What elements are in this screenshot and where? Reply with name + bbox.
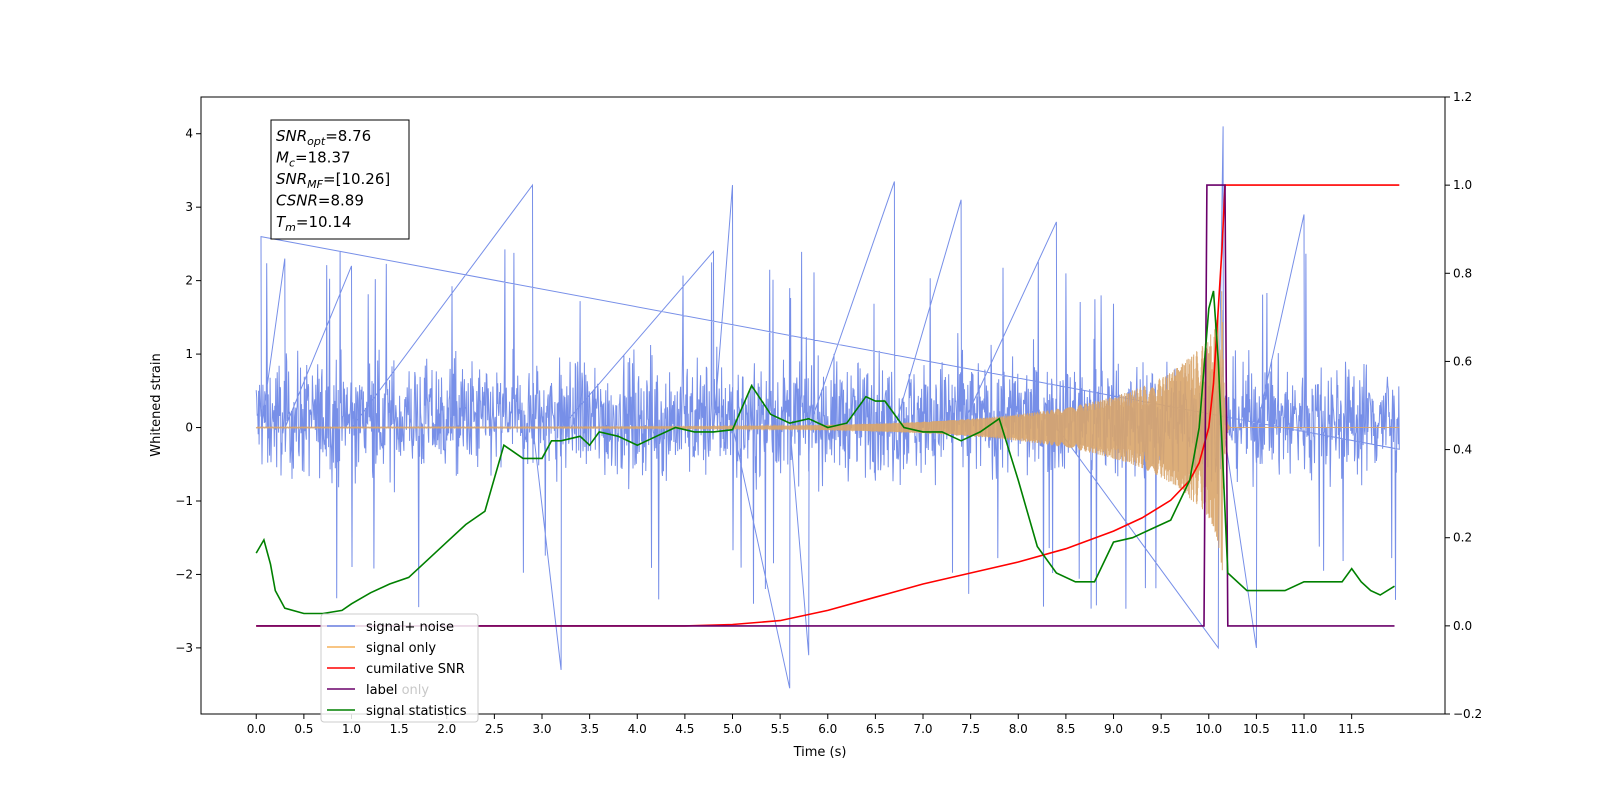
info-line: SNRMF=[10.26] [276, 170, 390, 191]
x-tick-label: 5.0 [723, 722, 742, 736]
info-annotation-box: SNRopt=8.76Mc=18.37SNRMF=[10.26]CSNR=8.8… [270, 119, 410, 240]
x-tick-label: 1.0 [342, 722, 361, 736]
info-line: Tm=10.14 [276, 213, 351, 234]
legend-label: signal+ noise [366, 620, 454, 635]
y-tick-label-right: 0.0 [1453, 619, 1472, 633]
y-tick-label-left: 0 [185, 421, 193, 435]
legend-label: label [366, 683, 397, 698]
y-tick-label-right: 0.4 [1453, 443, 1472, 457]
legend-hidden-entry: label only [366, 683, 429, 698]
y-tick-label-right: 0.2 [1453, 531, 1472, 545]
x-tick-label: 11.5 [1338, 722, 1365, 736]
y-tick-label-left: 2 [185, 274, 193, 288]
legend: label only signal+ noise signal only cumila… [320, 613, 479, 723]
y-tick-label-right: 0.6 [1453, 354, 1472, 368]
legend-frame [320, 613, 479, 723]
x-tick-label: 9.0 [1104, 722, 1123, 736]
x-tick-label: 8.0 [1009, 722, 1028, 736]
x-axis-label: Time (s) [793, 745, 847, 760]
x-tick-label: 5.5 [771, 722, 790, 736]
x-tick-label: 7.0 [913, 722, 932, 736]
y-tick-label-right: −0.2 [1453, 707, 1482, 721]
x-tick-label: 7.5 [961, 722, 980, 736]
y-tick-label-right: 1.0 [1453, 178, 1472, 192]
x-tick-label: 10.0 [1195, 722, 1222, 736]
series-label [256, 184, 1395, 627]
axes: 0.0 0.5 1.0 1.5 2.0 2.5 3.0 3.5 4.0 4.5 5.0 5.5 6.0 6… [175, 90, 1482, 736]
x-tick-label: 0.0 [247, 722, 266, 736]
x-tick-label: 10.5 [1243, 722, 1270, 736]
y-tick-label-left: 3 [185, 200, 193, 214]
info-box-frame [270, 119, 410, 240]
info-line: Mc=18.37 [276, 149, 351, 170]
info-line: SNRopt=8.76 [276, 127, 371, 148]
y-axis-label: Whitened strain [149, 353, 164, 456]
info-line: CSNR=8.89 [276, 192, 364, 210]
y-tick-label-left: −3 [175, 641, 193, 655]
x-tick-label: 2.0 [437, 722, 456, 736]
legend-label: signal only [366, 641, 436, 656]
x-tick-label: 3.0 [532, 722, 551, 736]
x-tick-label: 4.5 [675, 722, 694, 736]
x-tick-label: 11.0 [1291, 722, 1318, 736]
legend-label: signal statistics [366, 704, 467, 719]
x-tick-label: 6.5 [866, 722, 885, 736]
y-tick-label-left: −2 [175, 567, 193, 581]
x-tick-label: 8.5 [1056, 722, 1075, 736]
y-tick-label-right: 0.8 [1453, 266, 1472, 280]
x-tick-label: 6.0 [818, 722, 837, 736]
y-tick-label-right: 1.2 [1453, 90, 1472, 104]
plot-area [255, 126, 1400, 689]
y-tick-label-left: −1 [175, 494, 193, 508]
x-tick-label: 9.5 [1152, 722, 1171, 736]
plot-frame [200, 96, 1446, 715]
x-tick-label: 3.5 [580, 722, 599, 736]
y-tick-label-left: 1 [185, 347, 193, 361]
x-tick-label: 4.0 [628, 722, 647, 736]
series-signal-statistics [255, 290, 1395, 615]
x-tick-label: 0.5 [294, 722, 313, 736]
y-tick-label-left: 4 [185, 127, 193, 141]
x-tick-label: 1.5 [390, 722, 409, 736]
x-tick-label: 2.5 [485, 722, 504, 736]
legend-label: cumilative SNR [366, 662, 465, 677]
